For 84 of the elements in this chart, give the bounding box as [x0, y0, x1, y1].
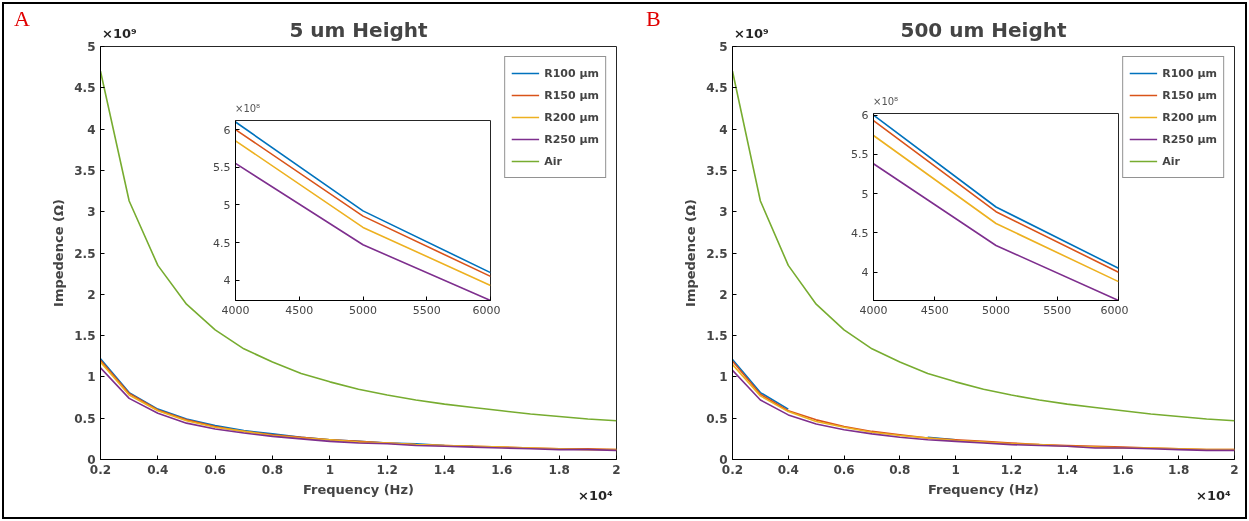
legend-label: Air — [544, 154, 563, 168]
y-tick-label: 1 — [87, 370, 96, 385]
text: B — [646, 6, 661, 32]
x-tick-label: 2 — [612, 462, 621, 477]
y-tick-label: 4.5 — [706, 81, 728, 96]
x-tick-label: 0.4 — [777, 462, 799, 477]
legend-label: R250 μm — [544, 132, 599, 146]
legend-label: R200 μm — [544, 110, 599, 124]
annotation: ×10⁸ — [235, 103, 261, 114]
y-tick-label: 5 — [861, 187, 869, 201]
y-tick-label: 5.5 — [213, 161, 231, 175]
y-tick-label: 6 — [861, 109, 869, 123]
line-series — [100, 70, 617, 422]
y-tick-label: 1.5 — [706, 329, 728, 344]
x-tick-label: 2 — [1230, 462, 1239, 477]
y-tick-label: 2 — [87, 287, 96, 302]
text: ×10⁹ — [734, 26, 769, 41]
x-tick-label: 1.4 — [1056, 462, 1078, 477]
x-tick-label: 1.8 — [548, 462, 570, 477]
y-tick-label: 2.5 — [706, 246, 728, 261]
y-tick-label: 4 — [861, 266, 869, 280]
x-tick-label: 1.6 — [1112, 462, 1134, 477]
y-tick-label: 1 — [719, 370, 728, 385]
x-axis-title: Frequency (Hz) — [928, 481, 1039, 497]
y-tick-label: 2 — [719, 287, 728, 302]
x-tick-label: 0.8 — [889, 462, 911, 477]
x-tick-label: 0.8 — [261, 462, 284, 477]
text: ×10⁹ — [102, 26, 137, 41]
y-tick-label: 3.5 — [706, 163, 728, 178]
legend-label: R100 μm — [1162, 66, 1217, 80]
y-tick-label: 4.5 — [213, 236, 231, 250]
x-tick-label: 1.6 — [491, 462, 513, 477]
x-axis-title: Frequency (Hz) — [303, 481, 414, 497]
y-tick-label: 4 — [223, 274, 231, 288]
x-tick-label: 6000 — [1100, 303, 1129, 317]
x-tick-label: 1.2 — [376, 462, 398, 477]
x-tick-label: 1.8 — [1168, 462, 1190, 477]
y-tick-label: 5 — [223, 198, 231, 212]
chart-title: 500 um Height — [900, 17, 1067, 42]
x-tick-label: 4000 — [859, 303, 888, 317]
x-tick-label: 0.6 — [204, 462, 226, 477]
x-tick-label: 4500 — [285, 303, 314, 317]
x-tick-label: 1 — [951, 462, 960, 477]
x-tick-label: 4000 — [221, 303, 250, 317]
legend-label: R100 μm — [544, 66, 599, 80]
x-tick-label: 5000 — [349, 303, 377, 317]
x-tick-label: 6000 — [472, 303, 501, 317]
x-tick-label: 1.4 — [433, 462, 456, 477]
legend-label: R150 μm — [1162, 88, 1217, 102]
y-tick-label: 0.5 — [706, 411, 728, 426]
x-tick-label: 5000 — [982, 303, 1010, 317]
legend-label: Air — [1162, 154, 1181, 168]
y-tick-label: 1.5 — [74, 329, 96, 344]
legend-label: R150 μm — [544, 88, 599, 102]
text: ×10⁴ — [578, 488, 613, 503]
y-tick-label: 3 — [87, 205, 96, 220]
x-tick-label: 5500 — [412, 303, 441, 317]
y-axis-title: Impedence (Ω) — [51, 199, 67, 307]
y-tick-label: 3.5 — [74, 163, 96, 178]
annotation: ×10⁸ — [873, 96, 899, 107]
x-tick-label: 1.2 — [1000, 462, 1023, 477]
legend-label: R250 μm — [1162, 132, 1217, 146]
y-tick-label: 4 — [87, 122, 96, 137]
legend-label: R200 μm — [1162, 110, 1217, 124]
y-tick-label: 5 — [87, 40, 96, 54]
x-tick-label: 0.4 — [147, 462, 169, 477]
text: A — [14, 6, 30, 32]
y-tick-label: 4.5 — [74, 81, 96, 96]
y-axis-title: Impedence (Ω) — [683, 199, 699, 307]
text: ×10⁴ — [1196, 488, 1231, 503]
x-tick-label: 5500 — [1043, 303, 1072, 317]
y-tick-label: 2.5 — [74, 246, 96, 261]
y-tick-label: 6 — [223, 123, 231, 137]
x-tick-label: 0.6 — [833, 462, 855, 477]
y-tick-label: 0.5 — [74, 411, 96, 426]
y-tick-label: 5.5 — [851, 148, 869, 162]
x-tick-label: 1 — [325, 462, 335, 477]
y-tick-label: 5 — [719, 40, 728, 54]
y-tick-label: 3 — [719, 205, 728, 220]
chart-title: 5 um Height — [289, 17, 429, 42]
line-series — [732, 70, 1235, 422]
y-tick-label: 4 — [719, 122, 728, 137]
y-tick-label: 4.5 — [851, 226, 869, 240]
x-tick-label: 4500 — [920, 303, 949, 317]
